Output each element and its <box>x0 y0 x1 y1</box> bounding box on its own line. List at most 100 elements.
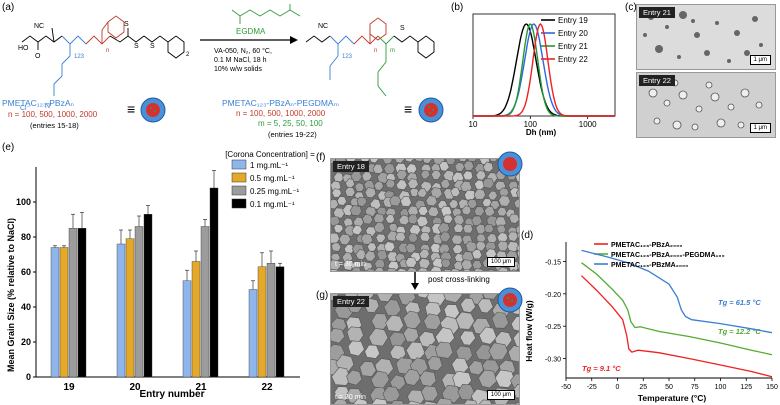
sem-grain <box>368 327 389 347</box>
grain-bar <box>50 247 60 378</box>
grain-y-tick-label: 100 <box>16 197 31 207</box>
grain-bar <box>209 187 219 378</box>
sem-grain <box>415 159 424 162</box>
sem-grain <box>416 187 428 198</box>
tem-entry-22-scale: 1 μm <box>749 123 771 133</box>
sem-grain <box>509 187 519 198</box>
sem-grain <box>355 249 367 261</box>
sem-grain <box>376 249 388 261</box>
sem-grain <box>508 213 519 224</box>
grain-legend-label: 1 mg.mL⁻¹ <box>250 161 288 170</box>
dsc-legend-label: PMETAC₁₂₃-PBzA₂₀₀₀ <box>611 242 682 249</box>
sem-grain <box>373 221 386 234</box>
sem-grain <box>498 195 511 207</box>
grain-legend-swatch <box>231 198 247 209</box>
sem-grain <box>369 159 380 164</box>
sem-grain <box>497 240 509 252</box>
dsc-legend-label: PMETAC₁₂₃-PBzMA₂₀₀₀ <box>611 262 688 269</box>
sem-grain <box>468 360 484 376</box>
right-polymer-structure: S NC 123 n m <box>305 17 435 97</box>
panel-a-label: (a) <box>2 2 15 13</box>
sem-grain <box>496 206 508 217</box>
sem-grain <box>331 268 339 271</box>
sem-grain <box>409 187 420 198</box>
sem-grain <box>463 269 471 271</box>
sem-grain <box>453 260 464 271</box>
tem-entry-22-label: Entry 22 <box>639 75 675 86</box>
grain-bar <box>77 228 87 378</box>
sem-grain <box>373 213 385 224</box>
sem-grain <box>442 214 454 224</box>
sem-grain <box>488 342 509 361</box>
sem-grain <box>478 399 492 404</box>
svg-text:N: N <box>45 103 50 110</box>
sem-grain <box>400 195 412 207</box>
sem-grain <box>463 399 478 404</box>
sem-grain <box>403 368 421 386</box>
sem-grain <box>364 206 377 217</box>
sem-grain <box>359 361 377 377</box>
sem-grain <box>451 234 463 245</box>
left-n-values: n = 100, 500, 1000, 2000 <box>8 110 98 119</box>
sem-grain <box>385 179 396 189</box>
sem-grain <box>473 268 484 271</box>
sem-grain <box>516 262 519 271</box>
sem-grain <box>342 269 350 271</box>
sem-grain <box>417 205 429 216</box>
sem-grain <box>473 206 485 217</box>
sem-grain <box>353 398 368 404</box>
sem-grain <box>438 161 450 172</box>
sem-grain <box>366 268 375 271</box>
svg-text:HO: HO <box>18 45 29 52</box>
sem-grain <box>364 344 381 359</box>
sem-grain <box>478 369 498 389</box>
svg-text:123: 123 <box>342 54 353 60</box>
svg-text:S: S <box>134 43 139 50</box>
sem-grain <box>407 400 420 404</box>
sem-grain <box>390 400 404 404</box>
dsc-y-tick-label: -0.20 <box>545 292 561 299</box>
svg-text:S: S <box>400 25 405 32</box>
grain-y-tick-label: 40 <box>21 302 31 312</box>
sem-f-particle-icon <box>497 151 523 177</box>
sem-grain <box>373 181 384 191</box>
sem-grain <box>494 369 515 388</box>
right-n-values: n = 100, 500, 1000, 2000 <box>236 109 326 118</box>
sem-grain <box>513 198 519 209</box>
sem-grain <box>331 188 342 198</box>
sem-grain <box>398 214 410 226</box>
sem-grain <box>484 223 495 234</box>
sem-grain <box>351 266 362 271</box>
dls-legend-label: Entry 19 <box>558 16 588 25</box>
sem-grain <box>331 328 346 344</box>
sem-grain <box>443 294 463 303</box>
sem-grain <box>420 169 431 180</box>
dsc-tg-label: Tg = 61.5 °C <box>718 298 761 307</box>
sem-grain <box>475 241 487 252</box>
sem-grain <box>434 341 454 359</box>
sem-grain <box>419 232 431 242</box>
right-entries: (entries 19-22) <box>268 130 317 139</box>
sem-grain <box>491 312 509 329</box>
sem-entry-18-label: Entry 18 <box>333 161 369 172</box>
sem-grain <box>467 198 478 209</box>
grain-legend-swatch <box>231 185 247 196</box>
grain-y-tick-label: 0 <box>26 372 31 382</box>
svg-text:2: 2 <box>186 52 190 58</box>
sem-grain <box>463 160 475 171</box>
sem-grain <box>475 223 487 235</box>
grain-legend-label: 0.5 mg.mL⁻¹ <box>250 174 295 183</box>
sem-grain <box>361 214 374 225</box>
sem-grain <box>516 231 519 241</box>
sem-grain <box>441 384 462 404</box>
grain-size-chart: 0 20 40 60 80 100 19 20 21 22 1 mg.mL⁻¹ 0.5 mg.mL⁻¹… <box>6 150 315 400</box>
tem-entry-21: Entry 21 1 μm <box>636 4 776 70</box>
sem-grain <box>482 177 495 189</box>
sem-grain <box>475 170 487 181</box>
svg-text:m: m <box>390 48 395 54</box>
sem-grain <box>461 205 472 216</box>
svg-text:n: n <box>106 48 109 54</box>
sem-grain <box>482 161 494 173</box>
grain-category-label: 21 <box>195 382 207 393</box>
sem-grain <box>471 249 483 260</box>
